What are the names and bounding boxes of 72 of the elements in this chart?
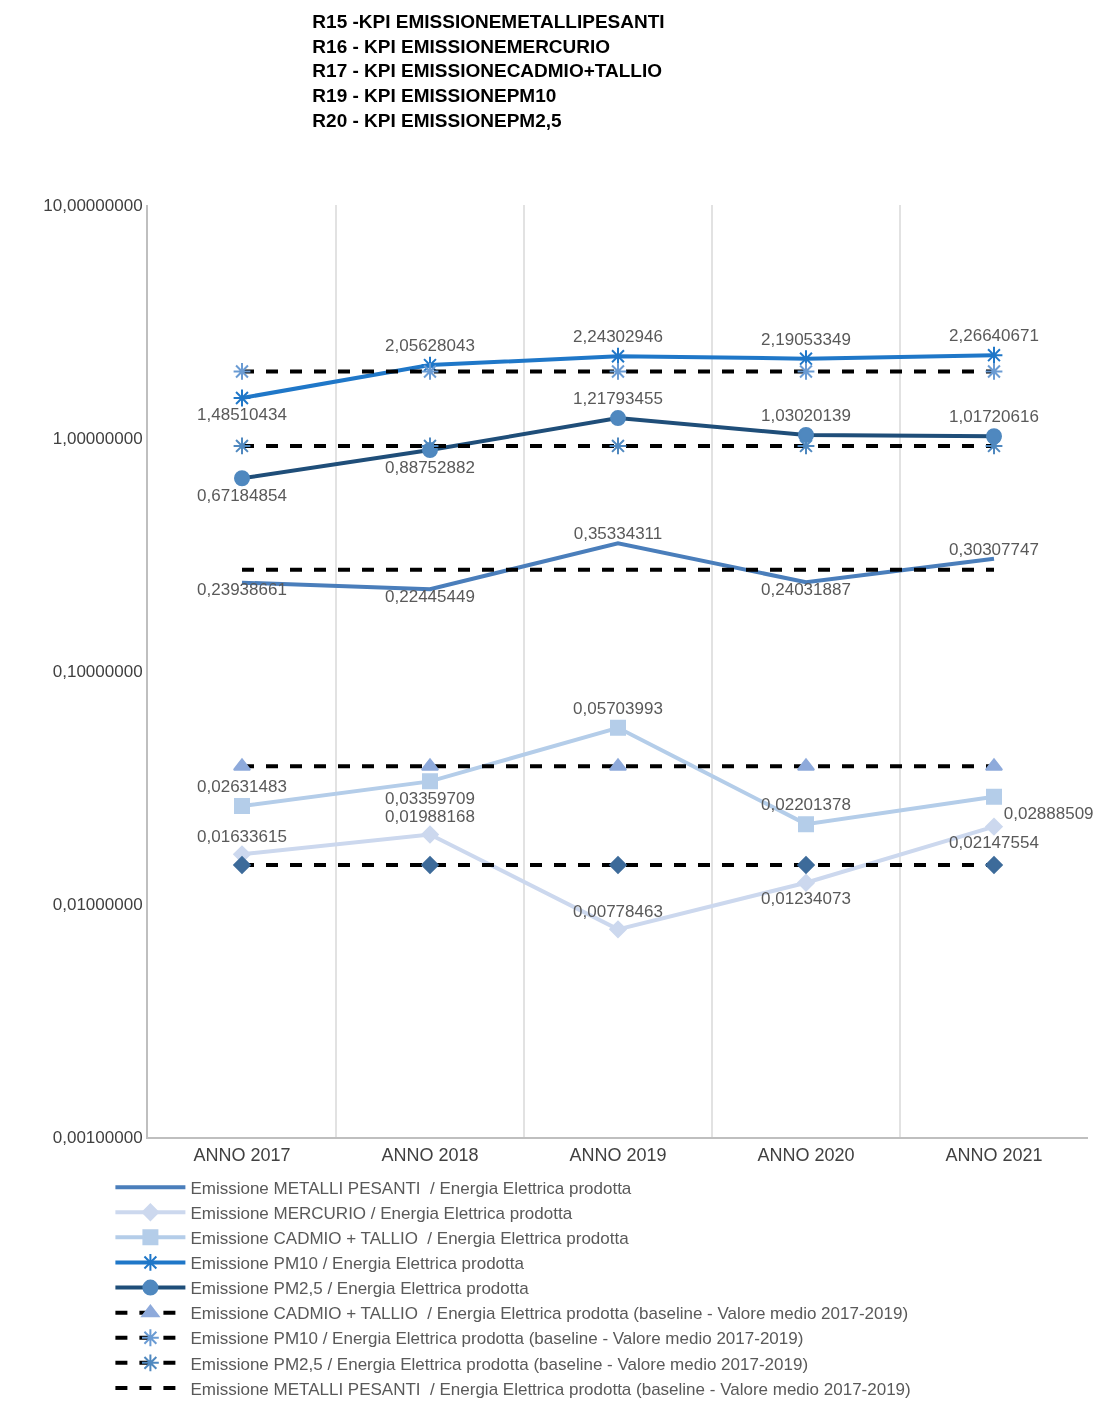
legend-label: Emissione PM10 / Energia Elettrica prodotta (baseline - Valore medio 2017-2019) [190, 1329, 804, 1349]
data-label: 0,01988168 [385, 806, 475, 826]
data-label: 0,02201378 [761, 795, 851, 815]
legend-label: Emissione PM10 / Energia Elettrica prodotta [190, 1254, 525, 1274]
point [609, 856, 627, 874]
point [608, 362, 628, 381]
point [232, 362, 252, 381]
point [798, 426, 814, 443]
point [610, 719, 626, 736]
data-label: 1,21793455 [573, 389, 663, 409]
point [985, 856, 1003, 874]
data-label: 2,26640671 [949, 326, 1039, 346]
legend-label: Emissione METALLI PESANTI / Energia Elettrica prodotta (baseline - Valore medio 2017-2019) [190, 1379, 911, 1399]
data-label: 2,05628043 [385, 336, 475, 356]
point [421, 856, 439, 874]
y-tick-label: 0,01000000 [52, 894, 143, 914]
legend-label: Emissione CADMIO + TALLIO / Energia Elettrica prodotta (baseline - Valore medio 2017-2019) [190, 1304, 909, 1324]
point [796, 362, 816, 381]
point [420, 362, 440, 381]
point [608, 346, 628, 366]
legend-label: Emissione MERCURIO / Energia Elettrica prodotta [190, 1203, 573, 1223]
x-tick-label: ANNO 2021 [945, 1144, 1043, 1165]
legend-label: Emissione PM2,5 / Energia Elettrica prodotta (baseline - Valore medio 2017-2019) [190, 1354, 809, 1374]
data-label: 0,67184854 [197, 485, 287, 505]
data-label: 0,02631483 [197, 777, 287, 797]
point [232, 388, 252, 408]
data-label: 0,03359709 [385, 788, 475, 808]
y-tick-label: 0,10000000 [52, 661, 143, 681]
point [233, 856, 251, 874]
data-label: 0,22445449 [385, 586, 475, 606]
data-label: 0,01633615 [197, 826, 287, 846]
data-label: 1,48510434 [197, 405, 287, 425]
x-tick-label: ANNO 2018 [381, 1144, 479, 1165]
point [608, 436, 628, 456]
point [234, 470, 250, 487]
y-tick-label: 0,00100000 [52, 1127, 143, 1147]
point [610, 410, 626, 427]
data-label: 2,19053349 [761, 329, 851, 349]
data-label: 0,05703993 [573, 698, 663, 718]
point [234, 798, 250, 815]
data-label: 0,00778463 [573, 901, 663, 921]
y-tick-label: 1,00000000 [52, 428, 143, 448]
data-label: 1,03020139 [761, 405, 851, 425]
legend-label: Emissione CADMIO + TALLIO / Energia Elettrica prodotta [190, 1229, 630, 1248]
data-label: 0,88752882 [385, 457, 475, 477]
data-label: 0,35334311 [573, 524, 663, 544]
x-tick-label: ANNO 2020 [757, 1144, 855, 1165]
point [232, 436, 252, 456]
point [984, 362, 1004, 381]
data-label: 0,30307747 [949, 539, 1039, 559]
x-tick-label: ANNO 2017 [193, 1144, 291, 1165]
point [985, 817, 1003, 836]
data-label: 0,02147554 [949, 832, 1039, 852]
legend-label: Emissione PM2,5 / Energia Elettrica prodotta [190, 1279, 530, 1299]
data-label: 0,01234073 [761, 888, 851, 908]
y-tick-label: 10,00000000 [43, 195, 143, 215]
data-label: 2,24302946 [573, 327, 663, 347]
chart-title: R15 -KPI EMISSIONEMETALLIPESANTI R16 - KPI EMISSIONEMERCURIO R17 - KPI EMISSIONECADMIO+TALLIO R19 - KPI EMISSIONEPM10 R20 - KPI EMISSIONEPM2,5 [312, 11, 665, 131]
point [609, 920, 627, 939]
point [797, 856, 815, 874]
point [986, 788, 1002, 805]
data-label: 0,24031887 [761, 580, 851, 600]
point [422, 773, 438, 790]
data-label: 0,23938661 [197, 580, 287, 600]
data-label: 0,02888509 [1003, 804, 1094, 824]
point [421, 825, 439, 844]
x-tick-label: ANNO 2019 [569, 1144, 667, 1165]
point [798, 816, 814, 833]
data-label: 1,01720616 [949, 407, 1039, 427]
point [797, 873, 815, 892]
legend-label: Emissione METALLI PESANTI / Energia Elettrica prodotta [190, 1178, 632, 1198]
point [984, 345, 1004, 365]
